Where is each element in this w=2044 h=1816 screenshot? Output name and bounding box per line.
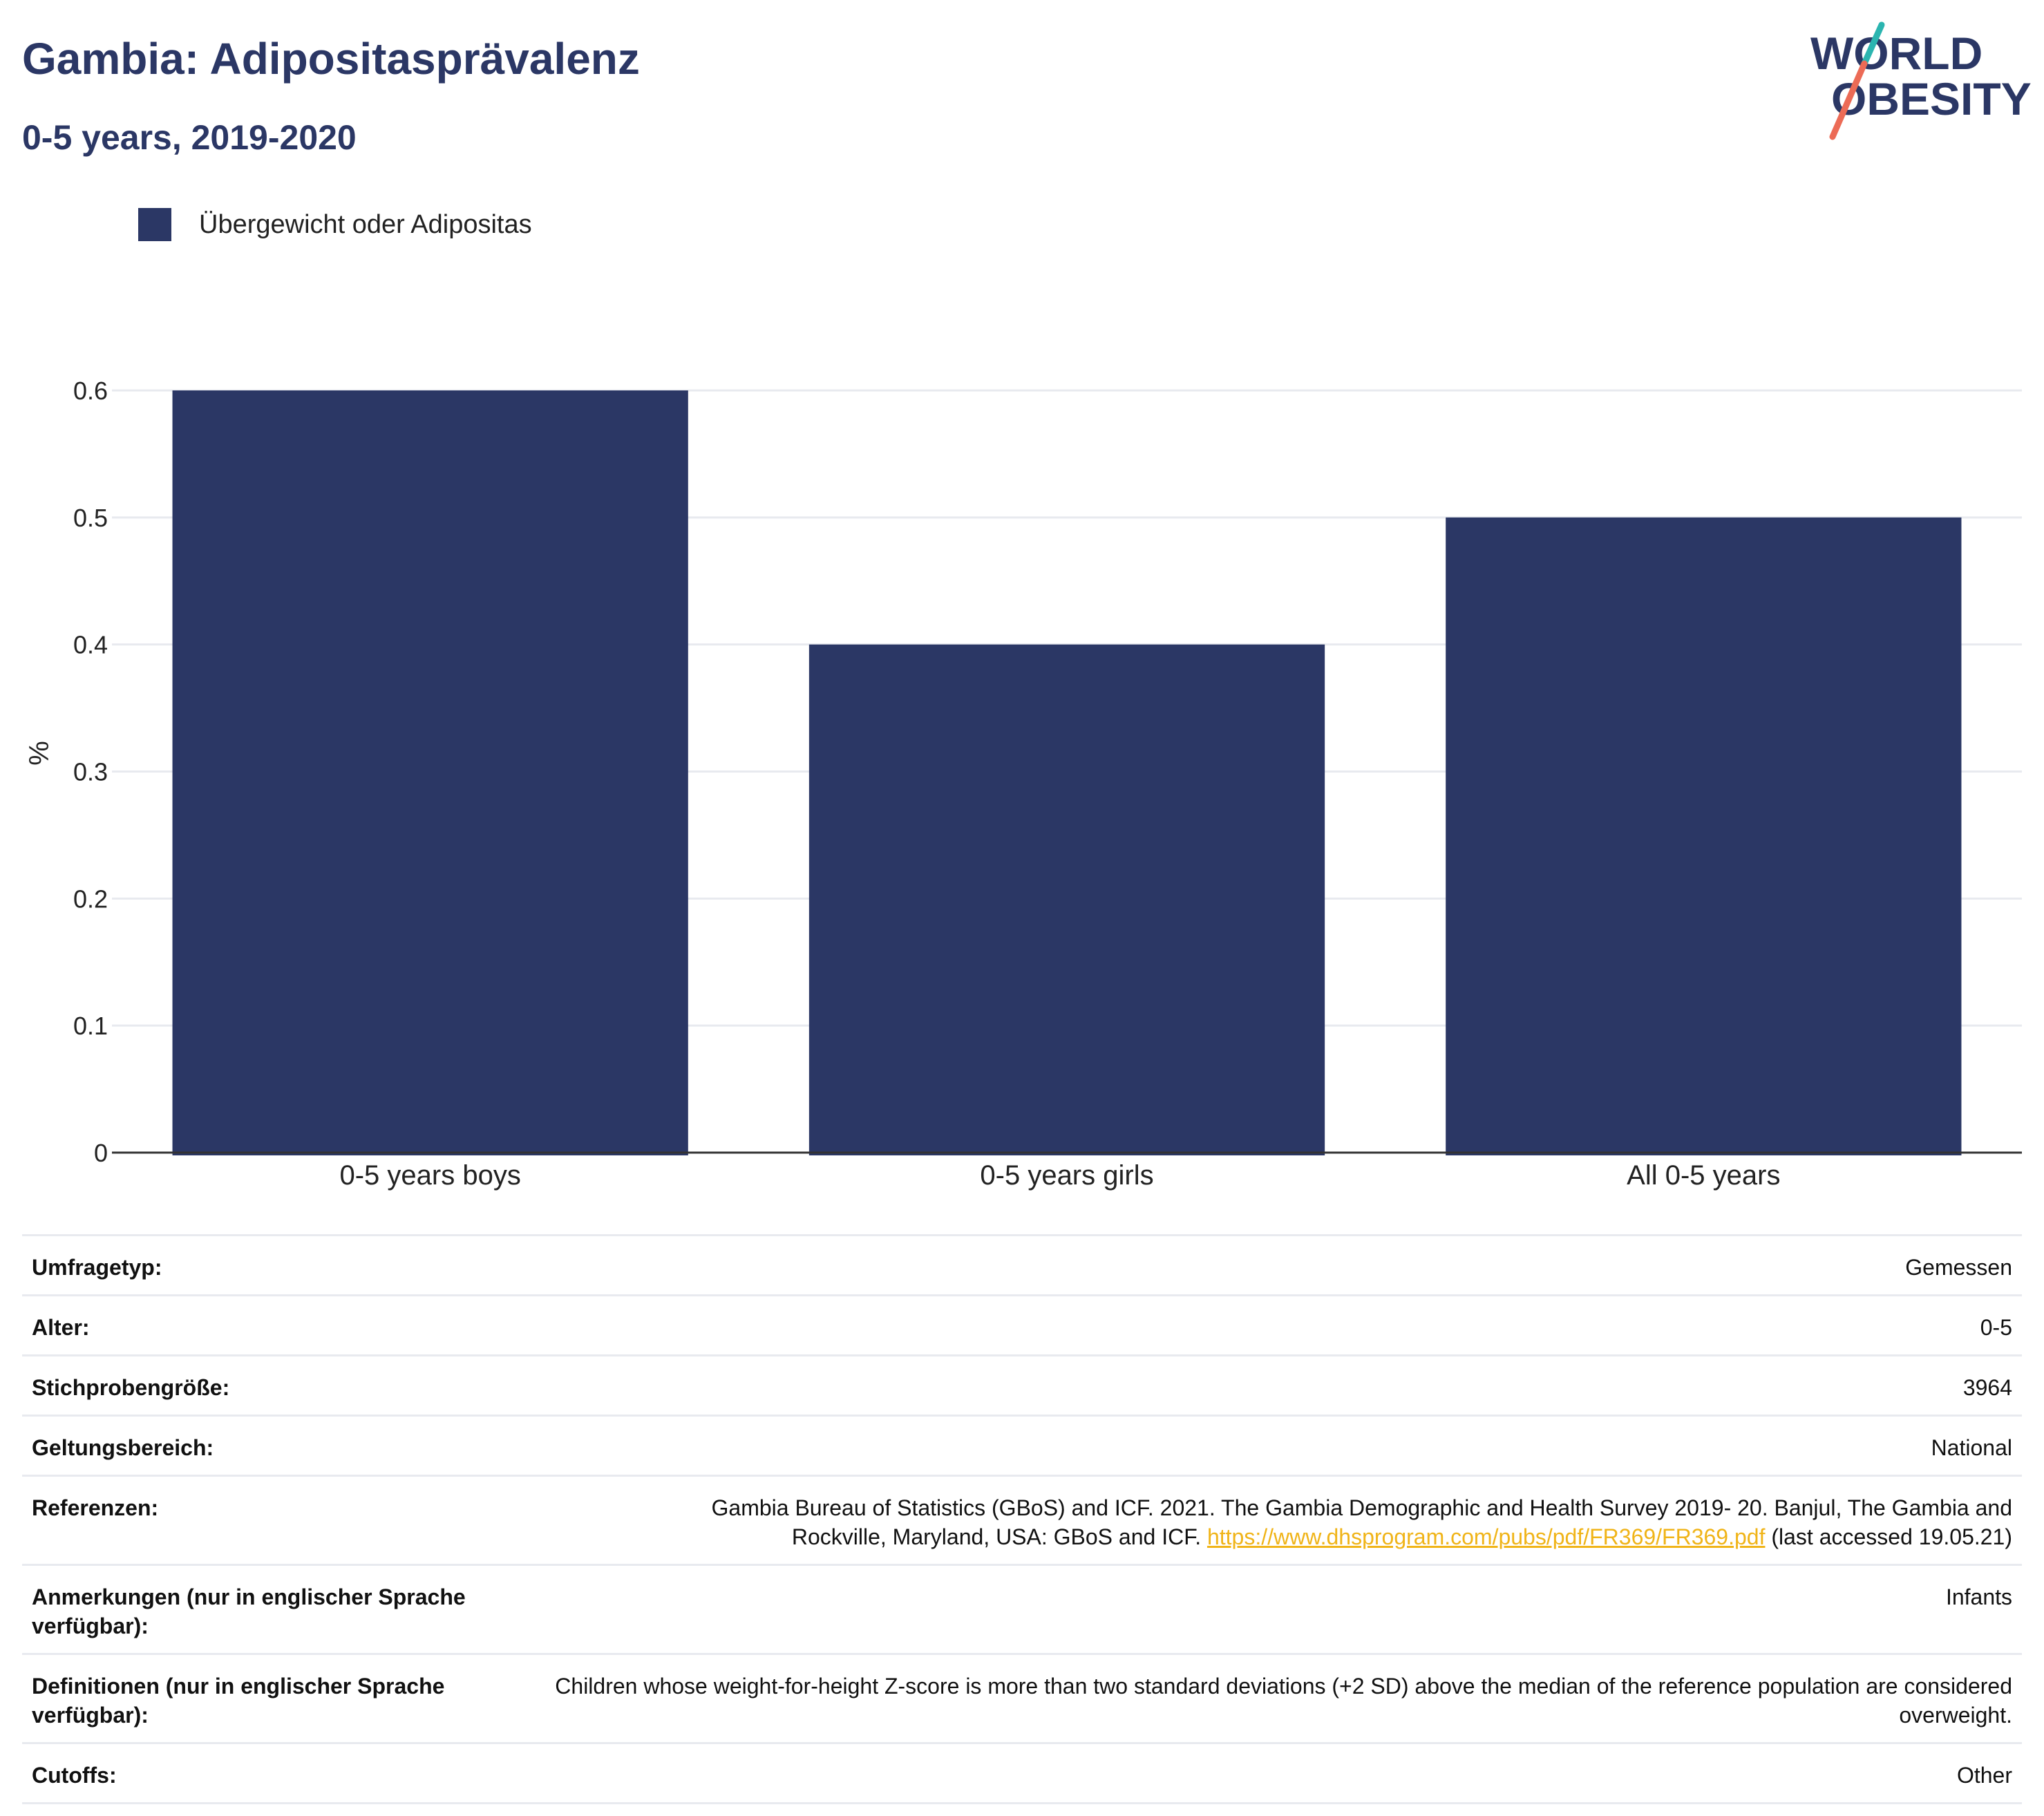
world-obesity-logo: WORLD OBESITY (1810, 21, 2032, 140)
logo-slash-coral (1829, 60, 1868, 140)
meta-row: Anmerkungen (nur in englischer Sprache v… (22, 1564, 2022, 1653)
x-tick-label: All 0-5 years (1627, 1160, 1780, 1191)
legend-label: Übergewicht oder Adipositas (199, 209, 532, 239)
meta-row: Definitionen (nur in englischer Sprache … (22, 1653, 2022, 1742)
meta-value: 0-5 (1980, 1315, 2012, 1340)
x-tick-label: 0-5 years boys (339, 1160, 520, 1191)
meta-value: National (1931, 1435, 2012, 1460)
meta-value: Gemessen (1905, 1255, 2012, 1280)
metadata-table: Umfragetyp: Gemessen Alter: 0-5 Stichprobeng… (22, 1234, 2022, 1804)
meta-row: Stichprobengröße: 3964 (22, 1354, 2022, 1415)
meta-value: Other (1956, 1763, 2012, 1788)
meta-label: Anmerkungen (nur in englischer Sprache v… (32, 1585, 466, 1638)
meta-row: Referenzen: Gambia Bureau of Statistics (… (22, 1475, 2022, 1564)
bar-chart: 0 0.1 0.2 0.3 0.4 0.5 0.6 0-5 years boys 0-5 yea… (24, 377, 2022, 1191)
logo-text-line1: WORLD (1810, 28, 1983, 79)
meta-row: Alter: 0-5 (22, 1294, 2022, 1354)
bar (172, 390, 688, 1155)
meta-row: Geltungsbereich: National (22, 1415, 2022, 1475)
y-tick-label: 0.6 (73, 377, 108, 405)
meta-label: Definitionen (nur in englischer Sprache … (32, 1674, 445, 1728)
y-tick-label: 0 (94, 1139, 108, 1167)
meta-row: Umfragetyp: Gemessen (22, 1234, 2022, 1294)
meta-label: Stichprobengröße: (32, 1375, 230, 1400)
legend-swatch (138, 208, 171, 241)
meta-value: Infants (1945, 1585, 2012, 1609)
meta-value: Children whose weight-for-height Z-score… (555, 1674, 2012, 1728)
x-tick-label: 0-5 years girls (980, 1160, 1153, 1191)
meta-label: Geltungsbereich: (32, 1435, 214, 1460)
meta-label: Cutoffs: (32, 1763, 117, 1788)
meta-value: Gambia Bureau of Statistics (GBoS) and I… (644, 1493, 2013, 1551)
logo-text-line2: OBESITY (1831, 73, 2032, 124)
meta-label: Umfragetyp: (32, 1255, 162, 1280)
bar (1446, 517, 1962, 1155)
y-axis-label: % (24, 741, 55, 766)
y-tick-label: 0.5 (73, 504, 108, 532)
meta-label: Alter: (32, 1315, 90, 1340)
reference-link[interactable]: https://www.dhsprogram.com/pubs/pdf/FR36… (1206, 1524, 1766, 1549)
reference-text: Gambia Bureau of Statistics (GBoS) and I… (711, 1495, 2013, 1549)
y-tick-label: 0.3 (73, 758, 108, 786)
y-tick-label: 0.4 (73, 631, 108, 659)
meta-label: Referenzen: (32, 1495, 159, 1520)
reference-access-note: (last accessed 19.05.21) (1771, 1524, 2012, 1549)
bar (808, 644, 1325, 1155)
y-tick-label: 0.2 (73, 885, 108, 913)
chart-title: Gambia: Adipositasprävalenz (22, 34, 640, 84)
meta-value: 3964 (1962, 1375, 2012, 1400)
chart-subtitle: 0-5 years, 2019-2020 (22, 118, 357, 157)
chart-legend: Übergewicht oder Adipositas (138, 207, 532, 242)
y-tick-label: 0.1 (73, 1012, 108, 1040)
logo-slash-teal (1861, 21, 1885, 67)
meta-row: Cutoffs: Other (22, 1742, 2022, 1804)
